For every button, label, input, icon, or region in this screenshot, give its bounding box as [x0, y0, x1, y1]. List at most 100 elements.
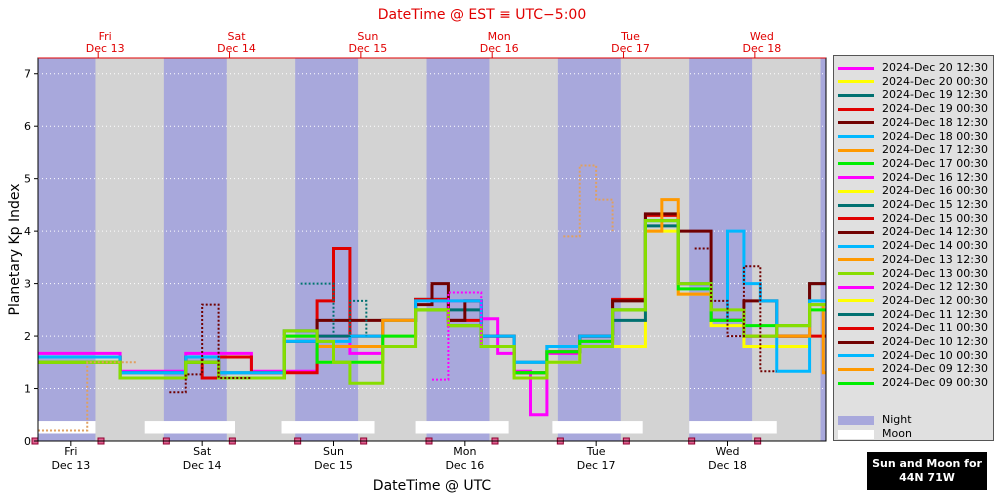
legend-swatch [838, 354, 874, 358]
night-band [426, 58, 490, 441]
legend-swatch [838, 66, 874, 70]
legend-label: 2024-Dec 20 00:30 [882, 74, 988, 88]
legend-item: 2024-Dec 10 12:30 [838, 335, 988, 348]
legend-swatch [838, 189, 874, 193]
location-note: Sun and Moon for 44N 71W [867, 452, 987, 490]
legend-item: 2024-Dec 19 12:30 [838, 88, 988, 101]
kp-series-line [169, 303, 252, 394]
legend-swatch [838, 258, 874, 262]
legend-item: 2024-Dec 17 00:30 [838, 157, 988, 170]
legend-swatch [838, 285, 874, 289]
legend-label: 2024-Dec 10 12:30 [882, 335, 988, 348]
legend-label: 2024-Dec 15 12:30 [882, 198, 988, 211]
y-tick-label: 5 [24, 173, 31, 186]
night-band [38, 58, 96, 441]
top-tick-date-label: Dec 18 [742, 42, 781, 55]
y-axis-title: Planetary Kp Index [7, 183, 23, 315]
legend-label: 2024-Dec 09 00:30 [882, 376, 988, 390]
legend-label: 2024-Dec 16 12:30 [882, 170, 988, 184]
top-axis-title: DateTime @ EST ≡ UTC−5:00 [378, 7, 586, 23]
legend-swatch [838, 326, 874, 330]
legend-label: 2024-Dec 09 12:30 [882, 362, 988, 376]
y-tick-label: 7 [24, 68, 31, 81]
y-tick-label: 2 [24, 330, 31, 343]
legend-label: 2024-Dec 18 12:30 [882, 115, 988, 129]
legend-item: 2024-Dec 12 00:30 [838, 294, 988, 307]
legend-label: 2024-Dec 17 00:30 [882, 156, 988, 170]
legend-item: 2024-Dec 14 12:30 [838, 225, 988, 238]
legend-item: 2024-Dec 20 00:30 [838, 75, 988, 88]
legend-item-moon: Moon [838, 427, 912, 440]
legend-item: 2024-Dec 19 00:30 [838, 102, 988, 115]
legend-swatch [838, 93, 874, 97]
legend-swatch [838, 80, 874, 84]
top-tick-date-label: Dec 17 [611, 42, 650, 55]
y-tick-label: 3 [24, 278, 31, 291]
legend-swatch [838, 367, 874, 371]
kp-series-line [694, 247, 777, 373]
y-tick-label: 0 [24, 435, 31, 448]
x-tick-date-label: Dec 15 [314, 459, 353, 472]
legend-swatch [838, 272, 874, 275]
legend-item: 2024-Dec 09 00:30 [838, 376, 988, 389]
legend-item: 2024-Dec 15 12:30 [838, 198, 988, 211]
legend-swatch [838, 121, 874, 125]
legend-swatch [838, 230, 874, 234]
legend-swatch [838, 176, 874, 180]
legend-swatch [838, 313, 874, 317]
legend-item: 2024-Dec 12 12:30 [838, 280, 988, 293]
moon-bar [144, 421, 235, 434]
legend-swatch [838, 203, 874, 207]
kp-series-line [563, 164, 614, 238]
legend-item: 2024-Dec 13 12:30 [838, 253, 988, 266]
x-tick-date-label: Dec 14 [183, 459, 222, 472]
top-tick-date-label: Dec 14 [217, 42, 256, 55]
x-tick-date-label: Dec 16 [445, 459, 484, 472]
legend-swatch [838, 381, 874, 385]
legend-label: 2024-Dec 12 12:30 [882, 280, 988, 294]
x-tick-date-label: Dec 17 [577, 459, 616, 472]
y-tick-label: 1 [24, 383, 31, 396]
legend-label: 2024-Dec 19 12:30 [882, 88, 988, 102]
night-band [820, 58, 826, 441]
legend-item: 2024-Dec 09 12:30 [838, 362, 988, 375]
kp-series-line [432, 291, 483, 381]
legend-swatch [838, 217, 874, 221]
y-tick-label: 4 [24, 225, 31, 238]
legend-label: 2024-Dec 12 00:30 [882, 293, 988, 307]
legend-label: 2024-Dec 11 12:30 [882, 307, 988, 321]
top-tick-day-label: Tue [620, 30, 640, 43]
legend-label: Moon [882, 427, 912, 440]
x-tick-date-label: Dec 13 [51, 459, 90, 472]
legend-label: 2024-Dec 16 00:30 [882, 184, 988, 198]
x-tick-day-label: Tue [586, 445, 606, 458]
x-tick-day-label: Fri [64, 445, 77, 458]
legend-label: 2024-Dec 13 00:30 [882, 266, 988, 280]
legend-item-night: Night [838, 413, 912, 426]
legend-label: Night [882, 413, 912, 426]
night-band [689, 58, 753, 441]
legend-label: 2024-Dec 17 12:30 [882, 143, 988, 157]
legend-item: 2024-Dec 11 12:30 [838, 308, 988, 321]
legend-item: 2024-Dec 18 12:30 [838, 116, 988, 129]
top-tick-day-label: Wed [750, 30, 774, 43]
legend-item: 2024-Dec 16 12:30 [838, 171, 988, 184]
legend-swatch [838, 299, 874, 303]
legend-swatch [838, 135, 874, 138]
top-tick-day-label: Sat [228, 30, 247, 43]
legend-label: 2024-Dec 14 12:30 [882, 225, 988, 239]
legend-label: 2024-Dec 19 00:30 [882, 102, 988, 116]
top-tick-date-label: Dec 13 [86, 42, 125, 55]
legend-label: 2024-Dec 18 00:30 [882, 129, 988, 143]
legend-item: 2024-Dec 10 00:30 [838, 349, 988, 362]
moon-bar [281, 421, 375, 434]
legend-swatch [838, 415, 874, 425]
kp-series-line [300, 282, 368, 338]
top-tick-day-label: Fri [99, 30, 112, 43]
legend-item: 2024-Dec 13 00:30 [838, 267, 988, 280]
x-tick-day-label: Wed [716, 445, 740, 458]
legend-item: 2024-Dec 17 12:30 [838, 143, 988, 156]
legend-label: 2024-Dec 15 00:30 [882, 211, 988, 225]
location-note-line1: Sun and Moon for [872, 457, 982, 470]
